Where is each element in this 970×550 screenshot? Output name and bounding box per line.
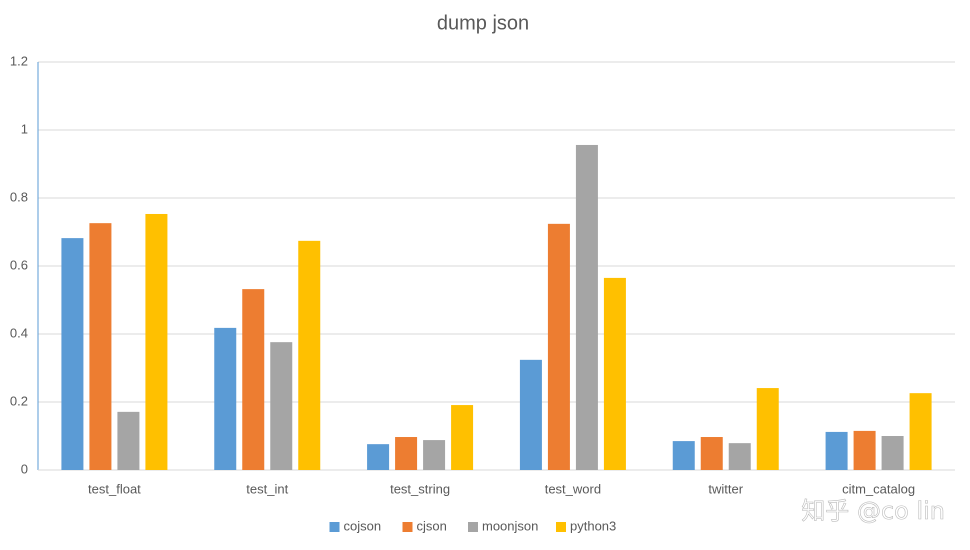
legend-swatch: [468, 522, 478, 532]
bar: [298, 240, 321, 470]
x-tick-label: citm_catalog: [842, 481, 915, 496]
bar: [451, 405, 474, 470]
bar: [547, 223, 570, 470]
chart-title: dump json: [437, 12, 529, 34]
y-tick-label: 0.8: [10, 189, 28, 204]
legend-swatch: [556, 522, 566, 532]
bar: [700, 437, 723, 470]
bar: [395, 437, 418, 470]
legend-swatch: [329, 522, 340, 532]
legend-label: cojson: [344, 518, 382, 533]
x-tick-label: twitter: [708, 481, 743, 496]
x-tick-label: test_word: [545, 481, 601, 496]
bar: [117, 411, 140, 470]
bar: [603, 277, 626, 470]
bar: [519, 359, 542, 470]
x-tick-label: test_float: [88, 481, 141, 496]
y-tick-label: 1: [21, 121, 28, 136]
legend-label: cjson: [417, 518, 447, 533]
bar: [423, 440, 446, 470]
y-tick-label: 0.2: [10, 393, 28, 408]
legend-label: moonjson: [482, 518, 538, 533]
legend-label: python3: [570, 518, 616, 533]
bar: [367, 444, 390, 470]
bar: [853, 430, 876, 470]
y-tick-label: 0.4: [10, 325, 28, 340]
bar: [214, 327, 237, 470]
y-tick-label: 0.6: [10, 257, 28, 272]
bar: [270, 342, 293, 470]
bar: [672, 441, 695, 470]
bar: [89, 223, 112, 470]
legend-swatch: [402, 522, 413, 532]
bar: [881, 436, 904, 470]
bar: [242, 289, 265, 470]
bar: [909, 393, 932, 470]
bar: [575, 144, 598, 470]
x-tick-label: test_string: [390, 481, 450, 496]
bar: [145, 213, 168, 471]
bar: [61, 238, 84, 470]
y-tick-label: 1.2: [10, 53, 28, 68]
bar: [728, 443, 751, 470]
y-tick-label: 0: [21, 461, 28, 476]
bar: [756, 388, 779, 470]
bar: [825, 431, 848, 470]
watermark: 知乎 @co lin: [801, 497, 945, 525]
x-tick-label: test_int: [246, 481, 288, 496]
